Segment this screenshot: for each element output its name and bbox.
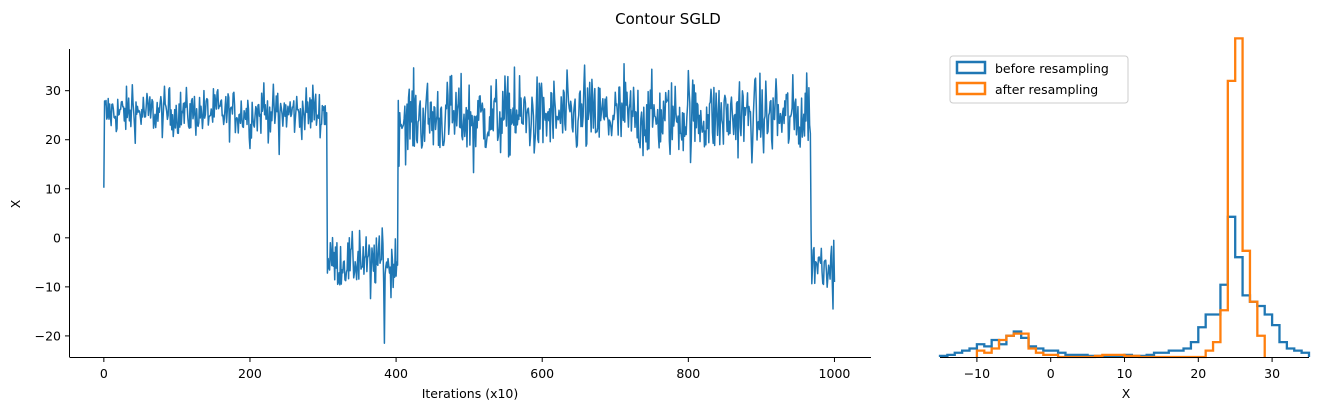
line-x-tick-label: 0	[100, 366, 108, 381]
legend-swatch-before	[955, 60, 987, 75]
line-x-tick-label: 800	[676, 366, 700, 381]
histogram-legend: before resampling after resampling	[949, 55, 1129, 104]
histogram-x-tick-label: −10	[964, 366, 990, 381]
line-y-ticks: −20 −10 0 10 20 30	[35, 83, 70, 343]
line-x-tick-label: 200	[238, 366, 262, 381]
histogram-x-tick-label: 10	[1117, 366, 1133, 381]
histogram-panel: −10 0 10 20 30 X before resampling after res…	[938, 37, 1311, 401]
histogram-x-tick-label: 20	[1190, 366, 1206, 381]
line-y-tick-label: 20	[45, 132, 61, 147]
histogram-x-tick-label: 30	[1264, 366, 1280, 381]
histogram-before-resampling	[938, 215, 1311, 358]
line-x-axis-label: Iterations (x10)	[422, 386, 519, 401]
figure-title: Contour SGLD	[615, 10, 721, 28]
histogram-x-axis-label: X	[1122, 386, 1131, 401]
line-y-tick-label: −20	[35, 328, 61, 343]
line-x-tick-label: 600	[530, 366, 554, 381]
line-y-tick-label: 0	[53, 230, 61, 245]
line-y-tick-label: 30	[45, 83, 61, 98]
line-plot-area	[103, 62, 836, 345]
histogram-after-resampling	[975, 37, 1266, 359]
histogram-plot-area	[938, 37, 1311, 359]
legend-swatch-after	[955, 81, 987, 96]
legend-label-before: before resampling	[995, 61, 1109, 76]
line-series-trace	[103, 62, 836, 345]
line-x-ticks: 0 200 400 600 800 1000	[100, 357, 851, 381]
line-x-tick-label: 1000	[819, 366, 851, 381]
line-y-axis-label: X	[8, 199, 23, 208]
line-x-tick-label: 400	[384, 366, 408, 381]
histogram-x-tick-label: 0	[1047, 366, 1055, 381]
histogram-x-ticks: −10 0 10 20 30	[964, 357, 1280, 381]
legend-frame	[949, 55, 1129, 104]
line-chart-panel: 0 200 400 600 800 1000 −20 −10 0 10 20 30 Iteratio…	[8, 49, 871, 401]
line-y-tick-label: −10	[35, 279, 61, 294]
legend-label-after: after resampling	[995, 82, 1098, 97]
line-y-tick-label: 10	[45, 181, 61, 196]
